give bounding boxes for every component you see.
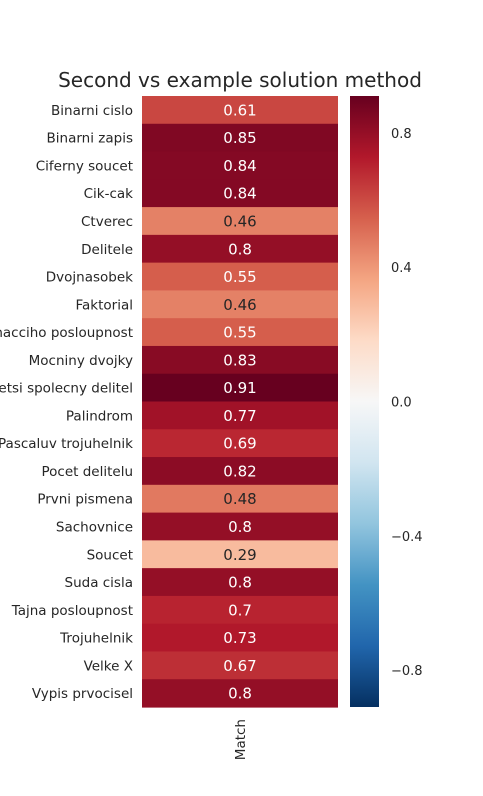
colorbar	[350, 96, 379, 707]
heatmap-cell	[142, 568, 338, 597]
chart-title: Second vs example solution method	[58, 68, 422, 92]
row-label: Ctverec	[81, 214, 133, 230]
cell-value-label: 0.55	[223, 268, 256, 286]
cell-value-label: 0.8	[228, 240, 252, 258]
row-label: Prvni pismena	[37, 492, 133, 508]
cell-value-label: 0.8	[228, 518, 252, 536]
row-label: Sachovnice	[56, 519, 133, 535]
row-label: Velke X	[84, 658, 133, 674]
cell-value-label: 0.7	[228, 601, 252, 619]
row-label: Delitele	[81, 242, 133, 258]
cell-value-label: 0.91	[223, 379, 256, 397]
cell-value-label: 0.29	[223, 546, 256, 564]
row-label: Mocniny dvojky	[29, 353, 133, 369]
heatmap-cell	[142, 151, 338, 180]
row-label: Binarni cislo	[51, 103, 133, 119]
colorbar-ticks: 0.8 0.4 0.0 −0.4 −0.8	[391, 127, 423, 679]
cell-value-label: 0.85	[223, 129, 256, 147]
heatmap-cell	[142, 623, 338, 653]
row-label: Palindrom	[66, 408, 133, 424]
row-label: Binarni zapis	[47, 131, 133, 147]
column-labels: Match	[233, 719, 249, 760]
colorbar-tick-label: −0.8	[391, 664, 423, 679]
cell-value-label: 0.84	[223, 185, 256, 203]
colorbar-tick-label: 0.0	[391, 396, 412, 411]
cell-value-label: 0.48	[223, 490, 256, 508]
heatmap-cell	[142, 262, 338, 292]
row-labels: Binarni cislo Binarni zapis Ciferny soucet…	[0, 103, 133, 702]
colorbar-tick-label: 0.8	[391, 127, 412, 142]
cell-value-label: 0.84	[223, 157, 256, 175]
row-label: Vypis prvocisel	[32, 686, 133, 702]
cell-value-label: 0.46	[223, 296, 256, 314]
heatmap-cell	[142, 512, 338, 541]
row-label: Faktorial	[76, 297, 134, 313]
row-label: Suda cisla	[65, 575, 134, 591]
row-label: Nejvetsi spolecny delitel	[0, 381, 133, 397]
heatmap-cell	[142, 484, 338, 514]
heatmap-cell	[142, 179, 338, 208]
heatmap-cell	[142, 373, 338, 403]
colorbar-tick-label: −0.4	[391, 530, 423, 545]
row-label: Pascaluv trojuhelnik	[0, 436, 133, 452]
heatmap-cell	[142, 651, 338, 680]
heatmap-cell	[142, 345, 338, 375]
heatmap-cell	[142, 290, 338, 319]
cell-value-label: 0.82	[223, 462, 256, 480]
cell-value-label: 0.77	[223, 407, 256, 425]
cell-value-label: 0.46	[223, 212, 256, 230]
colorbar-tick-label: 0.4	[391, 261, 412, 276]
row-label: Trojuhelnik	[59, 631, 133, 647]
cell-value-label: 0.73	[223, 629, 256, 647]
cell-value-label: 0.69	[223, 435, 256, 453]
cell-value-label: 0.55	[223, 324, 256, 342]
column-label: Match	[233, 719, 249, 760]
heatmap-cell	[142, 207, 338, 236]
heatmap-cell	[142, 679, 338, 708]
cell-value-label: 0.83	[223, 351, 256, 369]
heatmap-cell	[142, 96, 338, 125]
heatmap-cell	[142, 318, 338, 347]
cell-value-label: 0.8	[228, 574, 252, 592]
cell-value-label: 0.8	[228, 685, 252, 703]
heatmap-cell	[142, 234, 338, 264]
heatmap-cells: 0.61 0.85 0.84 0.84 0.46 0.8 0.55 0.46 0.55 0.83 0…	[142, 96, 338, 708]
heatmap-cell	[142, 123, 338, 153]
row-label: Fibonacciho posloupnost	[0, 325, 133, 341]
row-label: Dvojnasobek	[46, 270, 133, 286]
cell-value-label: 0.61	[223, 101, 256, 119]
row-label: Ciferny soucet	[36, 158, 133, 174]
row-label: Cik-cak	[84, 186, 134, 202]
row-label: Tajna posloupnost	[11, 603, 133, 619]
heatmap-cell	[142, 429, 338, 458]
heatmap-cell	[142, 401, 338, 430]
row-label: Soucet	[87, 547, 133, 563]
row-label: Pocet delitelu	[41, 464, 133, 480]
heatmap-cell	[142, 457, 338, 486]
heatmap-cell	[142, 595, 338, 625]
heatmap-cell	[142, 540, 338, 569]
cell-value-label: 0.67	[223, 657, 256, 675]
